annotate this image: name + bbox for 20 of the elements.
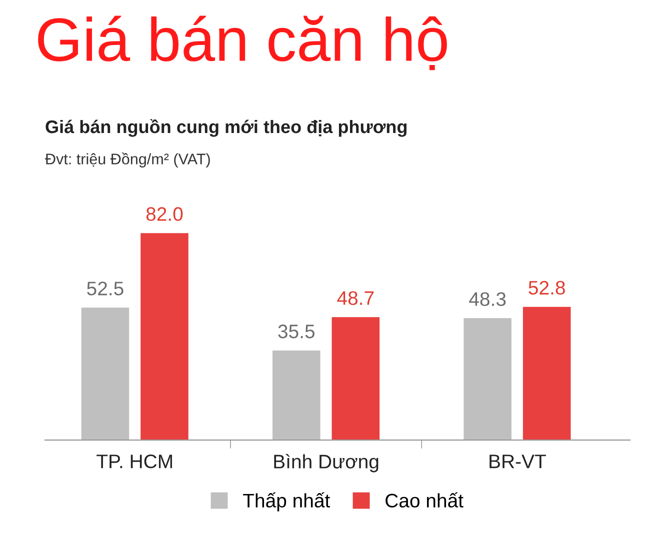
chart-subtitle: Giá bán nguồn cung mới theo địa phương xyxy=(46,119,407,137)
bar xyxy=(140,233,188,440)
legend-label: Cao nhất xyxy=(386,492,464,508)
text: Đvt: triệu Đồng/m² (VAT) xyxy=(45,152,210,168)
data-label: 35.5 xyxy=(278,324,315,338)
chart-title: Giá bán căn hộ xyxy=(38,16,447,70)
bar xyxy=(332,317,380,440)
x-tick-label: TP. HCM xyxy=(96,454,172,468)
bar xyxy=(81,308,130,440)
x-tick-label: Bình Dương xyxy=(274,454,378,472)
data-label: 48.3 xyxy=(469,292,506,306)
x-tick-label: BR-VT xyxy=(490,454,546,468)
data-label: 82.0 xyxy=(146,207,183,221)
data-label: 48.7 xyxy=(337,291,374,305)
data-label: 52.5 xyxy=(87,282,124,296)
bar xyxy=(464,318,512,440)
legend-label: Thấp nhất xyxy=(243,492,330,512)
bar xyxy=(522,306,571,440)
data-label: 52.8 xyxy=(528,280,565,295)
bar xyxy=(272,350,320,440)
